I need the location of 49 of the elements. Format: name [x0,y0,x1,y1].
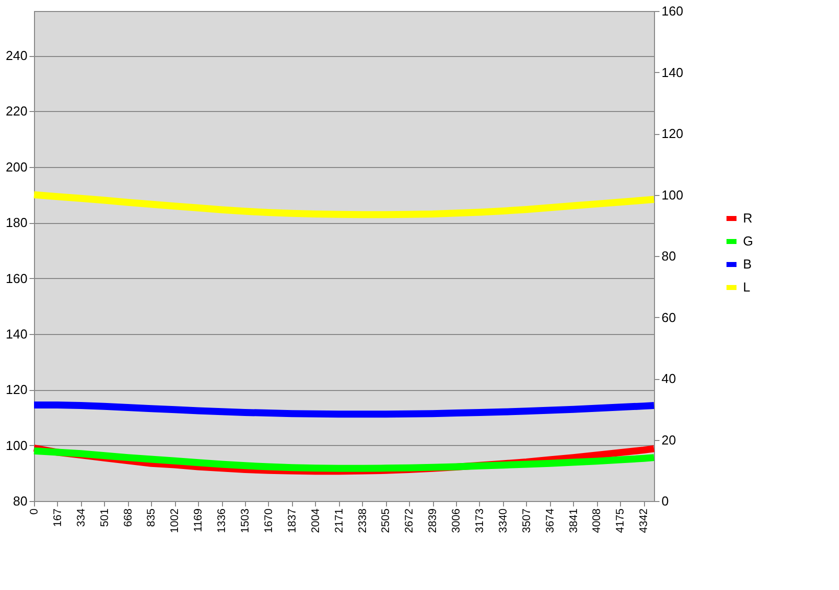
y-tick-label: 240 [6,48,28,64]
y2-tick-label: 0 [662,494,669,508]
x-tick-label: 835 [146,508,158,527]
x-tick-label: 1169 [192,508,205,532]
y2-tick-label: 20 [662,432,676,448]
x-tick-label: 2672 [404,508,416,533]
y-tick-label: 200 [6,159,28,174]
x-tick-label: 334 [75,508,88,527]
y2-tick-label: 140 [662,64,684,80]
x-tick-label: 0 [28,508,40,515]
x-tick-label: 3674 [544,508,556,533]
x-tick-label: 668 [122,508,134,527]
legend-label: R [743,210,752,226]
x-tick-label: 4175 [614,508,627,533]
y2-tick-label: 80 [662,248,676,264]
y2-tick-label: 40 [662,371,676,386]
x-tick-label: 2171 [333,508,346,533]
y-tick-label: 220 [6,104,28,119]
y-tick-label: 180 [6,215,28,230]
x-tick-label: 1002 [169,508,182,533]
x-tick-label: 1503 [240,508,252,533]
x-tick-label: 3340 [497,508,510,533]
legend-label: B [743,256,752,272]
x-tick-label: 1336 [216,508,228,533]
x-tick-label: 4342 [638,508,650,533]
y-tick-label: 140 [6,326,28,342]
x-tick-label: 2505 [380,508,392,533]
x-tick-label: 3006 [450,508,463,533]
legend-label: L [743,280,750,294]
y2-tick-label: 160 [662,4,684,18]
x-tick-label: 1670 [262,508,275,533]
y2-tick-label: 60 [662,310,676,325]
x-tick-label: 167 [52,508,64,527]
x-tick-label: 2839 [427,508,440,533]
x-tick-label: 3173 [474,508,486,533]
y-tick-label: 120 [6,382,28,398]
y-tick-label: 160 [6,270,28,286]
y2-tick-label: 120 [662,126,684,141]
y-tick-label: 80 [13,494,28,508]
x-tick-label: 2338 [356,508,369,533]
x-tick-label: 1837 [286,508,298,533]
x-tick-label: 3507 [520,508,533,533]
y-tick-label: 100 [6,438,28,453]
x-tick-label: 3841 [568,508,580,533]
y2-tick-label: 100 [662,187,684,202]
x-tick-label: 2004 [310,508,322,533]
legend-label: G [743,234,754,248]
x-tick-label: 4008 [591,508,604,533]
x-tick-label: 501 [98,508,111,527]
